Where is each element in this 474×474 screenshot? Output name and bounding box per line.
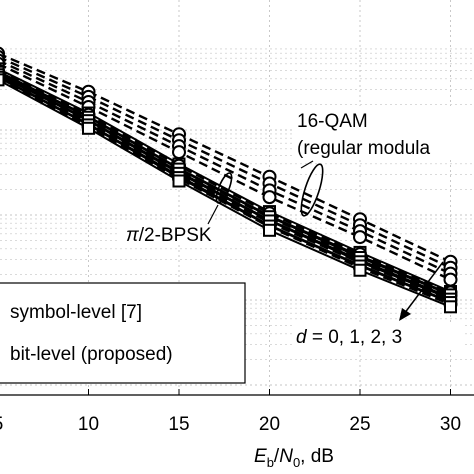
- x-tick-label: 20: [259, 414, 280, 435]
- x-tick-label: 5: [0, 414, 3, 435]
- x-tick-label: 10: [78, 414, 99, 435]
- x-axis-label: Eb/N0, dB: [254, 446, 334, 470]
- marker-circle: [262, 190, 277, 205]
- x-tick-labels: 5 10 15 20 25 30: [0, 389, 461, 435]
- series-line-14: [0, 77, 451, 304]
- marker-square: [0, 73, 5, 87]
- annotation-16qam-line2: (regular modula: [297, 138, 430, 159]
- legend-label-bit-level: bit-level (proposed): [10, 344, 173, 365]
- marker-square: [263, 223, 276, 237]
- annotation-d-arrow: [399, 261, 444, 321]
- marker-circle: [172, 145, 186, 160]
- series-line-0: [0, 53, 452, 263]
- annotation-16qam-ellipse: [300, 163, 324, 217]
- annotation-bpsk-leader: [207, 204, 219, 225]
- marker-circle: [443, 272, 458, 287]
- series-line-12: [0, 72, 451, 296]
- d-arrow-head: [399, 308, 411, 321]
- annotation-d: d = 0, 1, 2, 3: [296, 327, 402, 348]
- legend-box: [0, 282, 246, 384]
- marker-square: [82, 121, 95, 135]
- x-tick-label: 15: [168, 414, 189, 435]
- legend-label-symbol-level: symbol-level [7]: [10, 302, 142, 323]
- series-line-8: [0, 70, 451, 294]
- annotation-16qam-line1: 16-QAM: [297, 111, 368, 132]
- x-tick-label: 25: [349, 414, 370, 435]
- annotation-16qam: 16-QAM (regular modula: [294, 106, 474, 159]
- marker-layer: [0, 46, 458, 314]
- annotation-d-bg: [292, 322, 462, 348]
- annotation-bpsk: π/2-BPSK: [126, 225, 212, 246]
- x-tick-label: 30: [440, 414, 461, 435]
- d-arrow-shaft: [403, 261, 444, 315]
- marker-square: [444, 300, 457, 314]
- marker-square: [353, 263, 367, 277]
- series-line-4: [0, 68, 451, 293]
- marker-square: [172, 174, 186, 188]
- annotation-bpsk-bg: [120, 220, 240, 244]
- annotation-16qam-leader: [300, 160, 314, 169]
- series-line-15: [0, 79, 451, 308]
- annotation-bpsk-ellipse: [215, 172, 233, 204]
- annotation-16qam-bg: [294, 106, 474, 158]
- legend: symbol-level [7] bit-level (proposed): [0, 282, 246, 384]
- marker-circle: [353, 230, 367, 245]
